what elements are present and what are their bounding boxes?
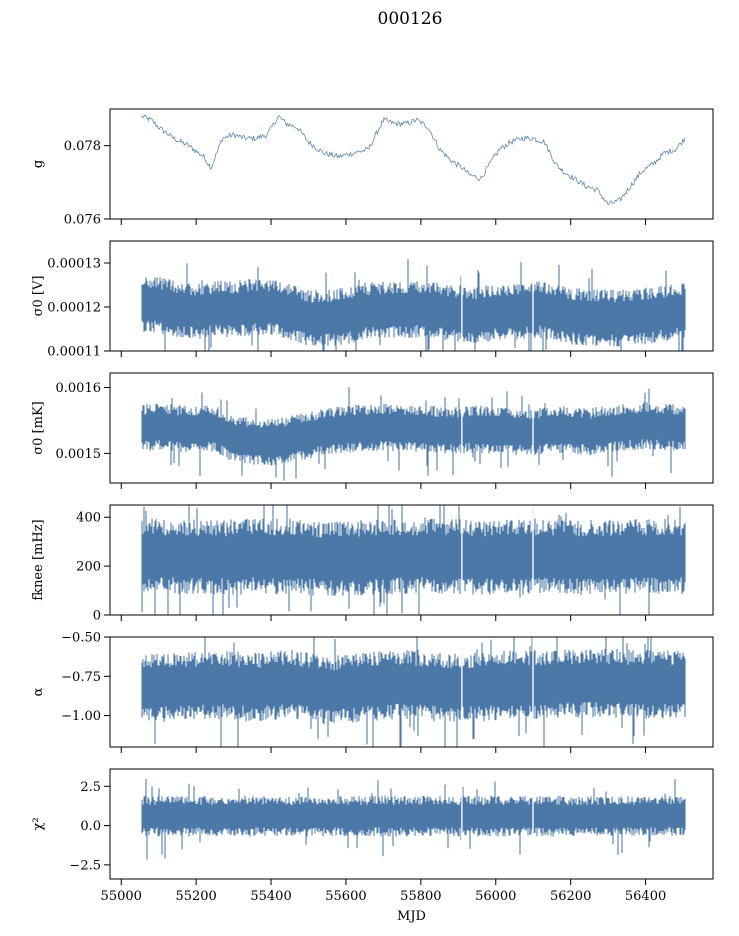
xtick-label: 55200 [175, 889, 216, 904]
plot-area [141, 505, 686, 615]
series-band [141, 259, 686, 351]
xtick-label: 55400 [250, 889, 291, 904]
figure-title: 000126 [378, 9, 443, 29]
axes-frame [109, 504, 714, 616]
ytick-label: 0 [93, 609, 101, 624]
subplot-4: 0 200 400 fknee [mHz] [31, 504, 714, 624]
ytick-label: 400 [76, 511, 101, 526]
ytick-label: −0.75 [61, 670, 101, 685]
axes-frame [109, 108, 714, 220]
ylabel: σ0 [mK] [31, 401, 46, 454]
ylabel: α [31, 687, 46, 696]
ylabel: σ0 [V] [31, 276, 46, 317]
series-line [141, 114, 686, 206]
data-gap [532, 637, 534, 747]
plot-area [141, 241, 686, 351]
ytick-label: 200 [76, 560, 101, 575]
axes-frame [109, 636, 714, 748]
ylabel: fknee [mHz] [31, 519, 46, 600]
ytick-label: 0.00012 [47, 301, 101, 316]
axes-frame [109, 240, 714, 352]
axes-frame [109, 768, 714, 880]
plot-area [141, 769, 686, 879]
subplot-5: −1.00 −0.75 −0.50 α [31, 631, 714, 753]
data-gap [461, 769, 463, 879]
ylabel: g [31, 160, 46, 168]
ytick-label: −2.5 [69, 858, 101, 873]
data-gap [461, 373, 463, 483]
xtick-label: 56000 [475, 889, 516, 904]
ylabel: χ² [31, 817, 46, 830]
data-gap [461, 637, 463, 747]
plot-area [141, 637, 686, 747]
xlabel: MJD [397, 909, 426, 924]
ytick-label: 0.0016 [56, 381, 102, 396]
subplot-6: −2.5 0.0 2.5 55000 55200 55400 55600 55800 56000… [31, 768, 714, 924]
plot-area [141, 373, 686, 483]
xtick-label: 55600 [325, 889, 366, 904]
data-gap [532, 769, 534, 879]
series-band [141, 387, 686, 481]
data-gap [461, 505, 463, 615]
ytick-label: 0.0015 [56, 447, 102, 462]
ytick-label: 0.078 [64, 139, 101, 154]
data-gap [532, 505, 534, 615]
data-gap [532, 241, 534, 351]
subplot-1: 0.076 0.078 g [31, 108, 714, 228]
plot-area [141, 114, 686, 206]
ytick-label: 2.5 [80, 780, 101, 795]
data-gap [532, 373, 534, 483]
xtick-label: 55800 [400, 889, 441, 904]
series-band [141, 779, 686, 860]
ytick-label: 0.00013 [47, 257, 101, 272]
ytick-label: 0.0 [80, 819, 101, 834]
xtick-label: 55000 [101, 889, 142, 904]
xtick-label: 56200 [550, 889, 591, 904]
ytick-label: 0.00011 [47, 345, 101, 360]
axes-frame [109, 372, 714, 484]
ytick-label: 0.076 [64, 213, 101, 228]
ytick-label: −1.00 [61, 709, 101, 724]
series-band [141, 637, 686, 747]
data-gap [461, 241, 463, 351]
series-band [141, 505, 686, 615]
ytick-label: −0.50 [61, 631, 101, 646]
subplot-3: 0.0015 0.0016 σ0 [mK] [31, 372, 714, 489]
xtick-label: 56400 [625, 889, 666, 904]
